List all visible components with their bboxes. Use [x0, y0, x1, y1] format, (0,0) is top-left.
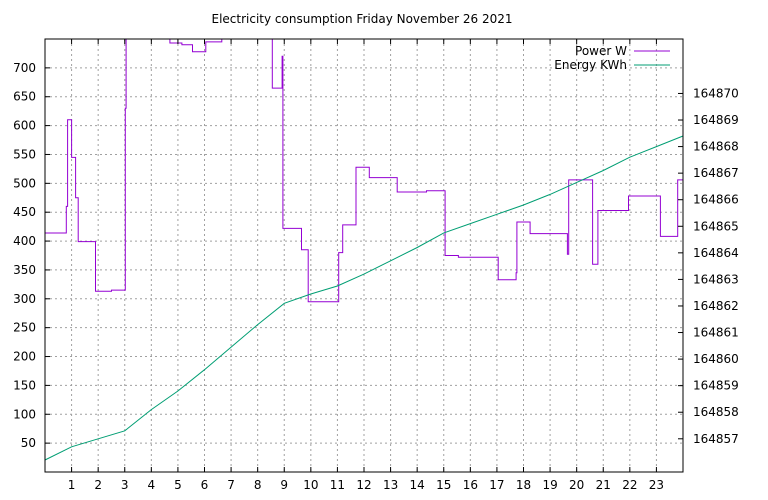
x-tick-label: 4: [148, 478, 156, 492]
x-tick-label: 18: [516, 478, 531, 492]
y2-tick-label: 164860: [693, 352, 739, 366]
series-line-2: [44, 135, 684, 461]
series-group: [44, 38, 684, 461]
x-tick-label: 16: [463, 478, 478, 492]
x-tick-label: 23: [649, 478, 664, 492]
x-tick-label: 11: [330, 478, 345, 492]
y2-tick-label: 164868: [693, 140, 739, 154]
x-tick-label: 1: [68, 478, 76, 492]
y-tick-label: 550: [13, 147, 36, 161]
y-tick-label: 400: [13, 234, 36, 248]
y2-tick-label: 164859: [693, 379, 739, 393]
y2-tick-label: 164862: [693, 299, 739, 313]
y-tick-label: 500: [13, 176, 36, 190]
y-tick-label: 150: [13, 378, 36, 392]
y-tick-label: 350: [13, 263, 36, 277]
y-tick-label: 600: [13, 119, 36, 133]
x-tick-label: 12: [356, 478, 371, 492]
y2-tick-label: 164865: [693, 219, 739, 233]
x-tick-label: 6: [201, 478, 209, 492]
y-tick-label: 200: [13, 350, 36, 364]
legend-label-2: Energy KWh: [554, 58, 627, 72]
x-tick-label: 5: [174, 478, 182, 492]
y-tick-label: 700: [13, 61, 36, 75]
y2-tick-label: 164870: [693, 86, 739, 100]
legend-label-1: Power W: [575, 44, 627, 58]
x-tick-label: 21: [596, 478, 611, 492]
y-tick-label: 250: [13, 321, 36, 335]
y2-tick-label: 164869: [693, 113, 739, 127]
x-tick-label: 22: [622, 478, 637, 492]
x-tick-label: 15: [436, 478, 451, 492]
x-tick-label: 19: [542, 478, 557, 492]
grid: [45, 39, 683, 472]
y-tick-label: 650: [13, 90, 36, 104]
y2-tick-label: 164866: [693, 193, 739, 207]
y2-tick-label: 164867: [693, 166, 739, 180]
series-line-1: [45, 38, 683, 303]
y2-tick-label: 164857: [693, 432, 739, 446]
ticks: 1 2 3 4 5 6 7 8 9 10 11 12 13 14 15 16 17 18 19 20 21 22 23501…: [13, 39, 739, 492]
x-tick-label: 14: [410, 478, 425, 492]
y-tick-label: 300: [13, 292, 36, 306]
x-tick-label: 10: [303, 478, 318, 492]
y2-tick-label: 164864: [693, 246, 739, 260]
y2-tick-label: 164858: [693, 405, 739, 419]
x-tick-label: 9: [280, 478, 288, 492]
x-tick-label: 20: [569, 478, 584, 492]
y2-tick-label: 164863: [693, 272, 739, 286]
x-tick-label: 2: [94, 478, 102, 492]
y2-tick-label: 164861: [693, 326, 739, 340]
x-tick-label: 8: [254, 478, 262, 492]
x-tick-label: 13: [383, 478, 398, 492]
chart-title: Electricity consumption Friday November …: [212, 12, 513, 26]
x-tick-label: 3: [121, 478, 129, 492]
y-tick-label: 450: [13, 205, 36, 219]
x-tick-label: 7: [227, 478, 235, 492]
x-tick-label: 17: [489, 478, 504, 492]
y-tick-label: 100: [13, 407, 36, 421]
y-tick-label: 50: [21, 436, 36, 450]
